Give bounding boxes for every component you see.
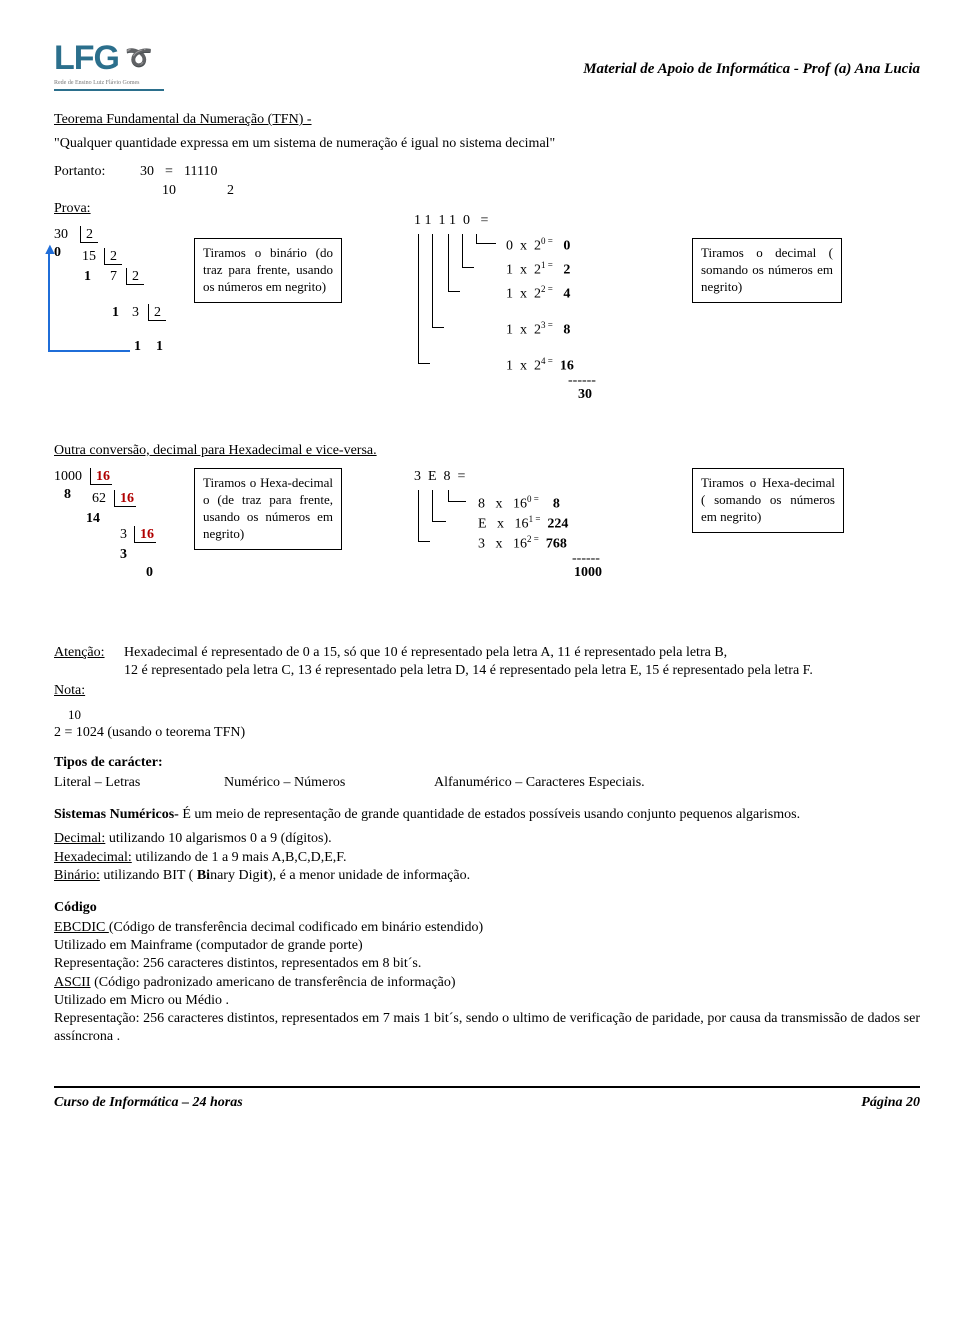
base-10: 10: [154, 182, 184, 200]
div-n: 1: [134, 338, 141, 356]
box-tiramos-decimal: Tiramos o decimal ( somando os números e…: [692, 238, 842, 303]
binexp-head: 1 1 1 1 0 =: [414, 212, 624, 230]
hex-r0: 8 x 160 = 8: [478, 494, 560, 514]
tipos-literal: Literal – Letras: [54, 774, 224, 792]
portanto-row: Portanto: 30 = 11110: [54, 163, 920, 181]
bin-r2: 1 x 22 = 4: [506, 284, 570, 304]
portanto-label: Portanto:: [54, 163, 124, 181]
portanto-eq: =: [154, 163, 184, 181]
div-n: 15: [82, 248, 96, 266]
tfn-quote: "Qualquer quantidade expressa em um sist…: [54, 135, 920, 153]
atencao-text2: 12 é representado pela letra C, 13 é rep…: [124, 663, 813, 678]
atencao-block: Atenção: Hexadecimal é representado de 0…: [54, 644, 920, 680]
bin-r1: 1 x 21 = 2: [506, 260, 570, 280]
hdiv-n: 1000: [54, 468, 82, 486]
div-n: 7: [110, 268, 117, 286]
logo-swoosh-icon: ➰: [125, 44, 152, 73]
sisnum-text: É um meio de representação de grande qua…: [179, 807, 800, 822]
hex-r2: 3 x 162 = 768: [478, 534, 567, 554]
base-2: 2: [184, 182, 234, 200]
div-n: 1: [84, 268, 91, 286]
tfn-power-line: 2 = 1024 (usando o teorema TFN): [54, 724, 920, 742]
codigo-l4: Representação: 256 caracteres distintos,…: [54, 1010, 920, 1046]
hex-sum: 1000: [574, 564, 602, 582]
footer-left: Curso de Informática – 24 horas: [54, 1094, 243, 1112]
hex-r1: E x 161 = 224: [478, 514, 568, 534]
sisnum-dec: Decimal: utilizando 10 algarismos 0 a 9 …: [54, 830, 920, 848]
codigo-ascii: ASCII (Código padronizado americano de t…: [54, 974, 920, 992]
hdiv-n: 16: [96, 468, 110, 486]
tipos-title: Tipos de carácter:: [54, 755, 163, 770]
hdiv-n: 0: [146, 564, 153, 582]
codigo-ebcdic: EBCDIC (Código de transferência decimal …: [54, 919, 920, 937]
tfn-title-text: Teorema Fundamental da Numeração (TFN) -: [54, 112, 312, 127]
atencao-label: Atenção:: [54, 645, 105, 660]
hdiv-n: 16: [140, 526, 154, 544]
logo: LFG ➰ Rede de Ensino Luiz Flávio Gomes: [54, 36, 164, 91]
div-n: 2: [86, 226, 93, 244]
atencao-text1: Hexadecimal é representado de 0 a 15, só…: [124, 645, 727, 660]
bin-sum: 30: [578, 386, 592, 404]
hdiv-n: 14: [86, 510, 100, 528]
bin-r0: 0 x 20 = 0: [506, 236, 570, 256]
div-n: 3: [132, 304, 139, 322]
div-n: 2: [110, 248, 117, 266]
div-n: 2: [132, 268, 139, 286]
codigo-title: Código: [54, 900, 97, 915]
page-footer: Curso de Informática – 24 horas Página 2…: [54, 1086, 920, 1112]
tipos-alfa: Alfanumérico – Caracteres Especiais.: [434, 774, 645, 792]
codigo-l3: Utilizado em Micro ou Médio .: [54, 992, 920, 1010]
hdiv-n: 62: [92, 490, 106, 508]
binary-division-diagram: 30 2 0 15 2 1 7 2 1 3 2 1 1 ▲ Tiramos o …: [54, 226, 920, 436]
page-header: LFG ➰ Rede de Ensino Luiz Flávio Gomes M…: [54, 36, 920, 91]
codigo-l2: Representação: 256 caracteres distintos,…: [54, 955, 920, 973]
bin-r4: 1 x 24 = 16: [506, 356, 574, 376]
hdiv-n: 3: [120, 526, 127, 544]
portanto-bin: 11110: [184, 163, 217, 181]
base-row: 10 2: [54, 182, 920, 200]
sisnum-title: Sistemas Numéricos-: [54, 807, 179, 822]
nota-label: Nota:: [54, 683, 85, 698]
hex-division-diagram: 1000 16 8 62 16 14 3 16 3 0 Tiramos o He…: [54, 468, 920, 638]
tipos-row: Literal – Letras Numérico – Números Alfa…: [54, 774, 920, 792]
box-tiramos-binario: Tiramos o binário (do traz para frente, …: [194, 238, 342, 303]
bin-r3: 1 x 23 = 8: [506, 320, 570, 340]
div-n: 1: [112, 304, 119, 322]
sisnum-bin: Binário: utilizando BIT ( Binary Digit),…: [54, 867, 920, 885]
box-tiramos-hex2: Tiramos o Hexa-decimal ( somando os núme…: [692, 468, 844, 533]
hexexp-head: 3 E 8 =: [414, 468, 644, 486]
hdiv-n: 16: [120, 490, 134, 508]
hdiv-n: 3: [120, 546, 127, 564]
header-material-line: Material de Apoio de Informática - Prof …: [583, 60, 920, 80]
outra-conversao: Outra conversão, decimal para Hexadecima…: [54, 442, 920, 460]
box-tiramos-hex1: Tiramos o Hexa-decimal o (de traz para f…: [194, 468, 342, 550]
tfn-exp: 10: [68, 707, 920, 724]
logo-tagline: Rede de Ensino Luiz Flávio Gomes: [54, 80, 164, 91]
tipos-numerico: Numérico – Números: [224, 774, 434, 792]
tfn-power: 10: [68, 707, 920, 724]
hdiv-n: 8: [64, 486, 71, 504]
sisnum-hex: Hexadecimal: utilizando de 1 a 9 mais A,…: [54, 849, 920, 867]
footer-right: Página 20: [861, 1094, 920, 1112]
portanto-30: 30: [124, 163, 154, 181]
logo-text: LFG: [54, 36, 119, 80]
div-n: 2: [154, 304, 161, 322]
div-n: 1: [156, 338, 163, 356]
sisnum-block: Sistemas Numéricos- É um meio de represe…: [54, 806, 920, 824]
tfn-title: Teorema Fundamental da Numeração (TFN) -: [54, 111, 920, 129]
codigo-l1: Utilizado em Mainframe (computador de gr…: [54, 937, 920, 955]
